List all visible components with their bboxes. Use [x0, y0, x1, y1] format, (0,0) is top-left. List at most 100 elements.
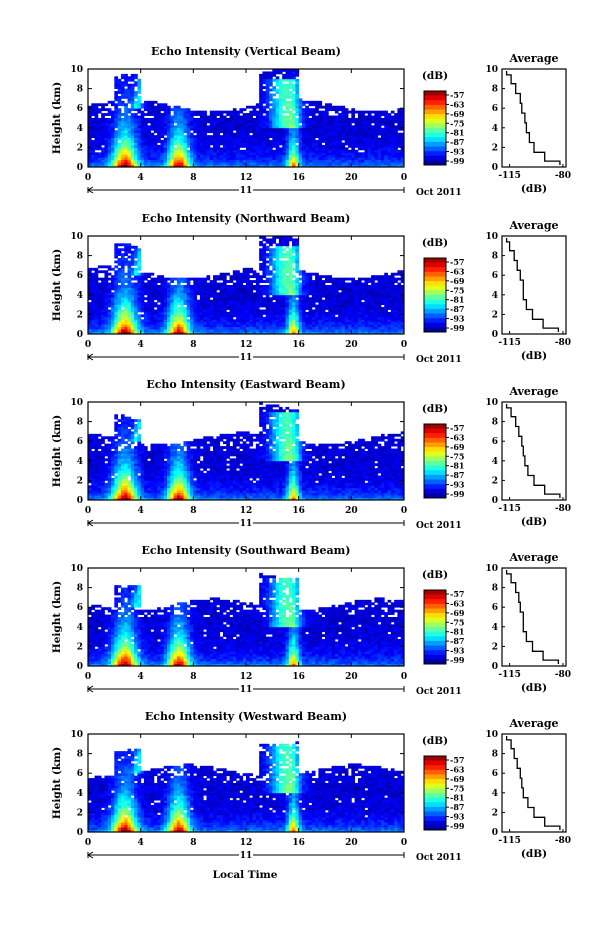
heatmap-cell: [338, 155, 342, 158]
heatmap-cell: [388, 324, 392, 327]
heatmap-cell: [351, 128, 355, 131]
heatmap-cell: [322, 310, 326, 313]
heatmap-cell: [147, 290, 151, 293]
heatmap-cell: [200, 145, 204, 148]
heatmap-cell: [177, 116, 181, 119]
heatmap-cell: [371, 278, 375, 281]
heatmap-cell: [233, 147, 237, 150]
heatmap-cell: [341, 312, 345, 315]
heatmap-cell: [292, 125, 296, 128]
heatmap-cell: [384, 297, 388, 300]
heatmap-cell: [358, 287, 362, 290]
heatmap-cell: [286, 160, 290, 163]
heatmap-cell: [157, 140, 161, 143]
heatmap-cell: [249, 329, 253, 332]
heatmap-cell: [272, 128, 276, 131]
heatmap-cell: [266, 71, 270, 74]
heatmap-cell: [279, 150, 283, 153]
heatmap-cell: [98, 270, 102, 273]
heatmap-cell: [246, 273, 250, 276]
heatmap-cell: [157, 297, 161, 300]
heatmap-cell: [200, 135, 204, 138]
heatmap-cell: [318, 155, 322, 158]
heatmap-cell: [266, 261, 270, 264]
heatmap-cell: [388, 118, 392, 121]
heatmap-cell: [141, 147, 145, 150]
heatmap-cell: [108, 283, 112, 286]
heatmap-cell: [289, 322, 293, 325]
heatmap-cell: [259, 108, 263, 111]
heatmap-cell: [154, 314, 158, 317]
heatmap-cell: [197, 152, 201, 155]
heatmap-cell: [213, 278, 217, 281]
heatmap-cell: [295, 145, 299, 148]
heatmap-cell: [262, 145, 266, 148]
heatmap-cell: [223, 145, 227, 148]
heatmap-cell: [262, 116, 266, 119]
heatmap-cell: [147, 128, 151, 131]
heatmap-cell: [259, 322, 263, 325]
heatmap-cell: [384, 290, 388, 293]
heatmap-cell: [118, 147, 122, 150]
heatmap-cell: [95, 106, 99, 109]
heatmap-cell: [361, 118, 365, 121]
heatmap-cell: [111, 140, 115, 143]
heatmap-cell: [397, 120, 401, 123]
heatmap-cell: [312, 116, 316, 119]
heatmap-cell: [315, 147, 319, 150]
heatmap-cell: [299, 322, 303, 325]
heatmap-cell: [276, 319, 280, 322]
heatmap-cell: [309, 108, 313, 111]
heatmap-cell: [282, 312, 286, 315]
heatmap-cell: [170, 324, 174, 327]
heatmap-cell: [124, 302, 128, 305]
heatmap-cell: [338, 297, 342, 300]
heatmap-cell: [207, 145, 211, 148]
heatmap-cell: [101, 150, 105, 153]
heatmap-cell: [286, 275, 290, 278]
heatmap-cell: [177, 150, 181, 153]
heatmap-cell: [154, 111, 158, 114]
heatmap-cell: [351, 307, 355, 310]
heatmap-cell: [151, 152, 155, 155]
heatmap-cell: [197, 302, 201, 305]
heatmap-cell: [266, 256, 270, 259]
heatmap-cell: [272, 157, 276, 160]
heatmap-cell: [259, 118, 263, 121]
heatmap-cell: [230, 322, 234, 325]
heatmap-cell: [374, 290, 378, 293]
heatmap-cell: [141, 287, 145, 290]
heatmap-cell: [137, 324, 141, 327]
heatmap-cell: [246, 162, 250, 165]
heatmap-cell: [299, 305, 303, 308]
heatmap-cell: [226, 125, 230, 128]
heatmap-cell: [381, 275, 385, 278]
heatmap-cell: [371, 307, 375, 310]
heatmap-cell: [332, 307, 336, 310]
heatmap-cell: [332, 140, 336, 143]
heatmap-cell: [279, 287, 283, 290]
heatmap-cell: [154, 143, 158, 146]
heatmap-cell: [164, 120, 168, 123]
heatmap-cell: [289, 275, 293, 278]
heatmap-cell: [371, 295, 375, 298]
heatmap-cell: [368, 133, 372, 136]
heatmap-cell: [236, 130, 240, 133]
heatmap-cell: [351, 314, 355, 317]
heatmap-cell: [292, 322, 296, 325]
heatmap-cell: [183, 128, 187, 131]
heatmap-cell: [154, 160, 158, 163]
heatmap-cell: [276, 98, 280, 101]
heatmap-cell: [174, 150, 178, 153]
heatmap-cell: [388, 314, 392, 317]
heatmap-cell: [157, 116, 161, 119]
heatmap-cell: [104, 123, 108, 126]
heatmap-cell: [292, 143, 296, 146]
heatmap-cell: [239, 322, 243, 325]
heatmap-cell: [210, 138, 214, 141]
heatmap-cell: [384, 327, 388, 330]
heatmap-cell: [213, 162, 217, 165]
heatmap-cell: [118, 268, 122, 271]
heatmap-cell: [259, 103, 263, 106]
heatmap-cell: [253, 287, 257, 290]
